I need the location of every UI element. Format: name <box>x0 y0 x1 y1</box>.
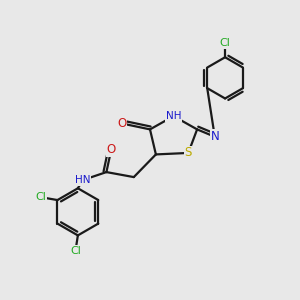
Text: Cl: Cl <box>220 38 230 48</box>
Text: Cl: Cl <box>35 192 46 202</box>
Text: Cl: Cl <box>70 246 81 256</box>
Text: HN: HN <box>75 175 91 185</box>
Text: NH: NH <box>166 111 181 121</box>
Text: O: O <box>106 143 116 157</box>
Text: N: N <box>210 130 219 143</box>
Text: S: S <box>184 146 192 159</box>
Text: O: O <box>117 117 127 130</box>
